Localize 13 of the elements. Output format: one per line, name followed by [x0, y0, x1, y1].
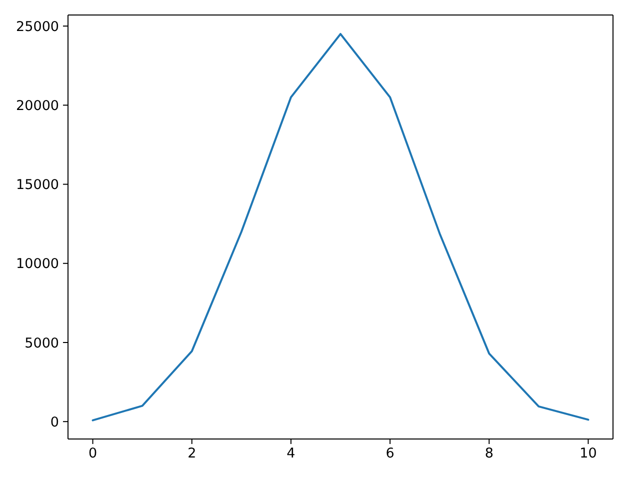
x-tick-label: 6 — [386, 446, 394, 462]
y-tick-label: 15000 — [16, 177, 59, 194]
y-tick-label: 0 — [50, 414, 59, 430]
line-series — [92, 32, 590, 422]
x-tick-label: 2 — [188, 446, 196, 462]
x-tick-label: 4 — [286, 446, 296, 462]
x-tick-label: 8 — [484, 446, 494, 462]
x-tick-label: 10 — [580, 446, 597, 462]
y-tick-label: 5000 — [24, 335, 59, 352]
x-tick-label: 0 — [88, 446, 98, 462]
y-tick-label: 25000 — [16, 18, 59, 35]
y-tick-label: 10000 — [16, 256, 59, 272]
y-tick-label: 20000 — [16, 98, 59, 114]
